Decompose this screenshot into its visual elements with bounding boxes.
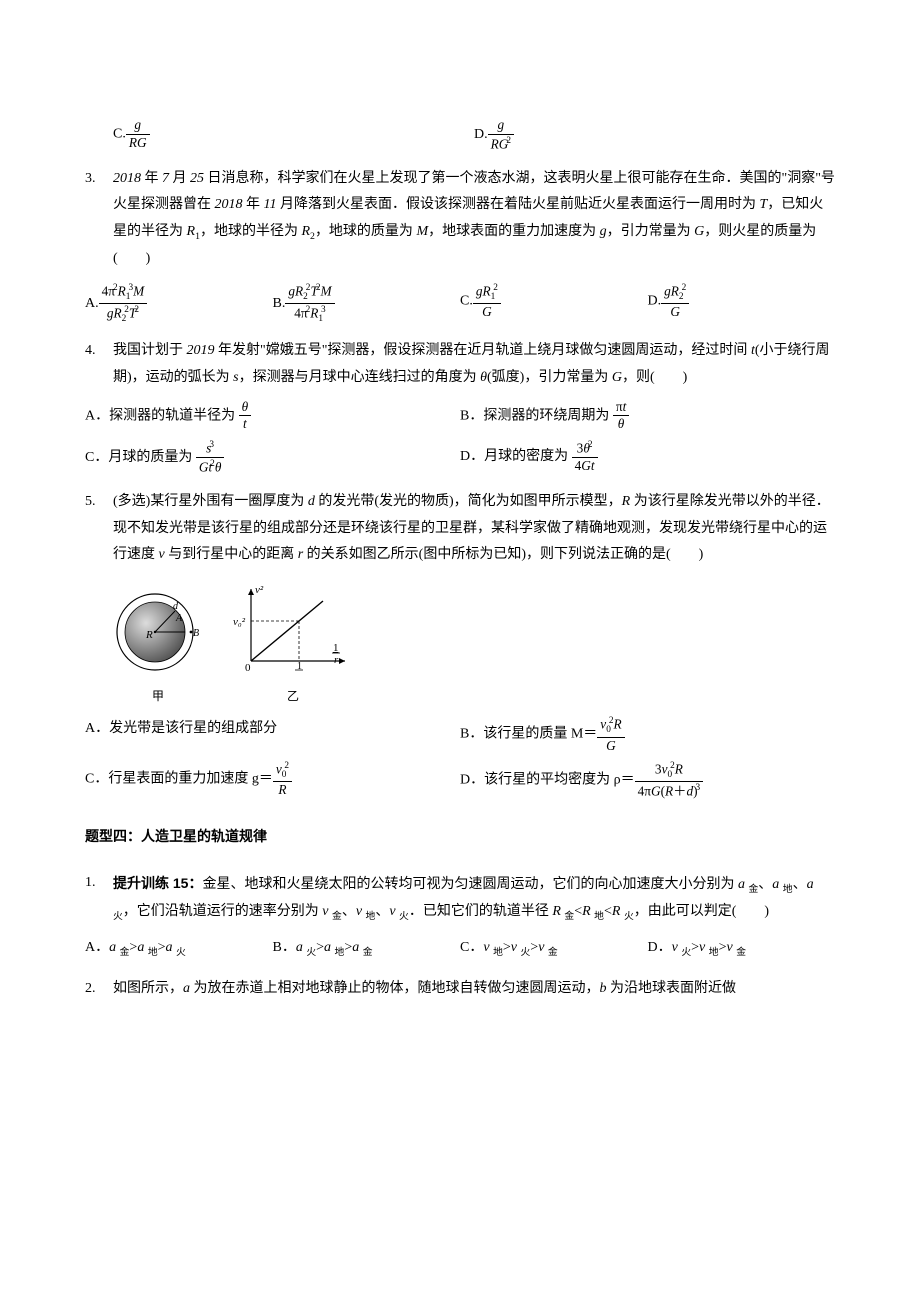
- fraction: v02R: [273, 761, 292, 798]
- svg-text:1: 1: [333, 642, 339, 654]
- fraction: 3θ24Gt: [572, 440, 598, 474]
- question-text: 如图所示，a 为放在赤道上相对地球静止的物体，随地球自转做匀速圆周运动，b 为沿…: [113, 976, 835, 1003]
- option-d: D.gR22G: [648, 283, 836, 325]
- opt-label: B.: [273, 296, 286, 311]
- question-2-options-tail: C.gRG D.gRG2: [85, 118, 835, 152]
- svg-text:R: R: [295, 672, 302, 673]
- option-b: B.gR22T2M4π2R13: [273, 283, 461, 325]
- fraction: s3Gt2θ: [196, 440, 225, 475]
- opt-label: C.: [113, 126, 126, 141]
- question-5: 5. (多选)某行星外围有一圈厚度为 d 的发光带(发光的物质)，简化为如图甲所…: [85, 489, 835, 799]
- svg-text:r: r: [334, 654, 339, 666]
- opt-label: D.: [648, 294, 662, 309]
- section4-question-2: 2. 如图所示，a 为放在赤道上相对地球静止的物体，随地球自转做匀速圆周运动，b…: [85, 976, 835, 1003]
- figure-planet: R d A B 甲: [113, 591, 203, 708]
- option-d: D.gRG2: [474, 118, 835, 152]
- figure-row: R d A B 甲 v² v₀² 0 1: [113, 583, 835, 708]
- option-row: C．月球的质量为 s3Gt2θ D．月球的密度为 3θ24Gt: [85, 440, 835, 475]
- svg-text:d: d: [173, 601, 179, 612]
- svg-text:1: 1: [297, 661, 302, 672]
- svg-text:R: R: [145, 629, 153, 641]
- svg-text:0: 0: [245, 662, 251, 673]
- option-a: A．a 金>a 地>a 火: [85, 935, 273, 962]
- section4-question-1: 1. 提升训练 15：金星、地球和火星绕太阳的公转均可视为匀速圆周运动，它们的向…: [85, 870, 835, 962]
- opt-label: C.: [460, 294, 473, 309]
- fraction: v02RG: [597, 716, 624, 753]
- fraction: gR22T2M4π2R13: [285, 283, 334, 325]
- question-text: 我国计划于 2019 年发射"嫦娥五号"探测器，假设探测器在近月轨道上绕月球做匀…: [113, 338, 835, 391]
- fraction: gRG2: [488, 118, 514, 152]
- question-number: 3.: [85, 166, 113, 193]
- fraction: πtθ: [613, 400, 629, 432]
- fraction: gRG: [126, 118, 150, 150]
- option-row: C．行星表面的重力加速度 g＝v02R D．该行星的平均密度为 ρ＝3v02R4…: [85, 761, 835, 799]
- option-c: C.gR12G: [460, 283, 648, 325]
- fraction: 3v02R4πG(R＋d)3: [635, 761, 704, 799]
- svg-text:v²: v²: [255, 584, 264, 596]
- svg-text:A: A: [175, 613, 183, 624]
- option-a: A．发光带是该行星的组成部分: [85, 716, 460, 753]
- planet-diagram: R d A B: [113, 591, 203, 673]
- question-text: 2018 年 7 月 25 日消息称，科学家们在火星上发现了第一个液态水湖，这表…: [113, 166, 835, 273]
- question-number: 2.: [85, 976, 113, 1003]
- opt-label: A.: [85, 296, 99, 311]
- option-c: C.gRG: [113, 118, 474, 152]
- fraction: 4π2R13MgR22T2: [99, 283, 148, 325]
- svg-text:B: B: [193, 628, 199, 639]
- figure-label: 乙: [233, 685, 353, 708]
- opt-label: D.: [474, 127, 488, 142]
- option-d: D．该行星的平均密度为 ρ＝3v02R4πG(R＋d)3: [460, 761, 835, 799]
- option-row: C.gRG D.gRG2: [85, 118, 835, 152]
- figure-label: 甲: [113, 685, 203, 708]
- option-b: B．探测器的环绕周期为 πtθ: [460, 400, 835, 432]
- option-c: C．月球的质量为 s3Gt2θ: [85, 440, 460, 475]
- option-row: A．探测器的轨道半径为 θt B．探测器的环绕周期为 πtθ: [85, 400, 835, 432]
- fraction: gR22G: [661, 283, 689, 320]
- question-number: 5.: [85, 489, 113, 516]
- fraction: θt: [239, 400, 252, 432]
- question-3: 3. 2018 年 7 月 25 日消息称，科学家们在火星上发现了第一个液态水湖…: [85, 166, 835, 325]
- option-row: A．发光带是该行星的组成部分 B．该行星的质量 M＝v02RG: [85, 716, 835, 753]
- option-a: A.4π2R13MgR22T2: [85, 283, 273, 325]
- option-d: D．v 火>v 地>v 金: [648, 935, 836, 962]
- graph-diagram: v² v₀² 0 1 r 1 R: [233, 583, 353, 673]
- option-row: A.4π2R13MgR22T2 B.gR22T2M4π2R13 C.gR12G …: [85, 283, 835, 325]
- svg-text:v₀²: v₀²: [233, 616, 246, 628]
- figure-graph: v² v₀² 0 1 r 1 R 乙: [233, 583, 353, 708]
- question-4: 4. 我国计划于 2019 年发射"嫦娥五号"探测器，假设探测器在近月轨道上绕月…: [85, 338, 835, 475]
- question-text: (多选)某行星外围有一圈厚度为 d 的发光带(发光的物质)，简化为如图甲所示模型…: [113, 489, 835, 569]
- fraction: gR12G: [473, 283, 501, 320]
- option-c: C．行星表面的重力加速度 g＝v02R: [85, 761, 460, 799]
- question-text: 提升训练 15：金星、地球和火星绕太阳的公转均可视为匀速圆周运动，它们的向心加速…: [113, 870, 835, 927]
- option-row: A．a 金>a 地>a 火 B．a 火>a 地>a 金 C．v 地>v 火>v …: [85, 935, 835, 962]
- option-a: A．探测器的轨道半径为 θt: [85, 400, 460, 432]
- option-b: B．该行星的质量 M＝v02RG: [460, 716, 835, 753]
- question-number: 4.: [85, 338, 113, 365]
- question-number: 1.: [85, 870, 113, 897]
- option-d: D．月球的密度为 3θ24Gt: [460, 440, 835, 475]
- section-heading: 题型四：人造卫星的轨道规律: [85, 823, 835, 850]
- option-c: C．v 地>v 火>v 金: [460, 935, 648, 962]
- option-b: B．a 火>a 地>a 金: [273, 935, 461, 962]
